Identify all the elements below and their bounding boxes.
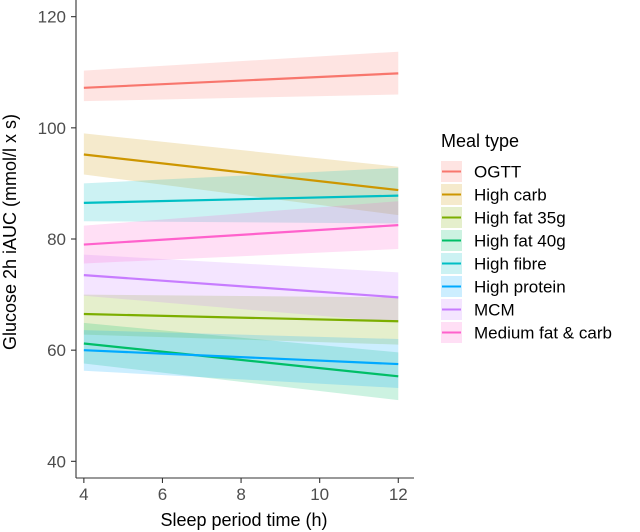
trend-line-high-fibre: [83, 194, 399, 204]
axes: 4 6 8 10 12 40 60 80 100 120: [38, 0, 414, 504]
y-tick-label: 80: [47, 230, 66, 249]
trend-line-ogtt: [83, 72, 399, 89]
legend-item-high-carb: High carb: [441, 184, 547, 205]
trend-line-high-protein: [83, 349, 399, 366]
x-tick-label: 4: [79, 485, 88, 504]
y-tick-label: 100: [38, 119, 66, 138]
ci-band-medium-fat-and-carb: [83, 201, 399, 264]
ci-band-high-fat-35g: [83, 294, 399, 345]
legend-item-mcm: MCM: [441, 299, 515, 320]
legend-item-high-fat-35g: High fat 35g: [441, 207, 566, 228]
x-tick-label: 10: [310, 485, 329, 504]
confidence-bands: [83, 51, 399, 401]
y-axis-title: Glucose 2h iAUC (mmol/l x s): [0, 114, 20, 350]
legend-label: OGTT: [474, 163, 521, 182]
legend-items: OGTT High carb High fat 35g High fat 40g Hig…: [441, 161, 612, 343]
trend-line-medium-fat-and-carb: [83, 224, 399, 246]
y-tick-label: 40: [47, 452, 66, 471]
trend-lines: [83, 72, 399, 378]
legend-label: MCM: [474, 301, 515, 320]
legend-label: High carb: [474, 186, 547, 205]
x-tick-label: 6: [158, 485, 167, 504]
ci-band-high-fat-40g: [83, 322, 399, 401]
trend-line-mcm: [83, 274, 399, 299]
legend-item-medium-fat-and-carb: Medium fat & carb: [441, 322, 612, 343]
legend-item-ogtt: OGTT: [441, 161, 521, 182]
trend-line-high-fat-40g: [83, 342, 399, 378]
legend: Meal type OGTT High carb High fat 35g High …: [441, 131, 612, 343]
trend-line-high-fat-35g: [83, 312, 399, 323]
legend-label: Medium fat & carb: [474, 324, 612, 343]
trend-line-high-carb: [83, 153, 399, 192]
y-tick-label: 120: [38, 8, 66, 27]
legend-label: High fat 35g: [474, 209, 566, 228]
legend-label: High fibre: [474, 255, 547, 274]
legend-item-high-fibre: High fibre: [441, 253, 547, 274]
ci-band-ogtt: [83, 51, 399, 102]
x-tick-label: 12: [389, 485, 408, 504]
legend-item-high-fat-40g: High fat 40g: [441, 230, 566, 251]
ci-band-mcm: [83, 254, 399, 323]
x-axis-title: Sleep period time (h): [160, 510, 327, 530]
x-tick-label: 8: [236, 485, 245, 504]
legend-label: High fat 40g: [474, 232, 566, 251]
legend-title: Meal type: [441, 131, 519, 151]
legend-item-high-protein: High protein: [441, 276, 566, 297]
y-tick-label: 60: [47, 341, 66, 360]
legend-label: High protein: [474, 278, 566, 297]
ci-band-high-carb: [83, 133, 399, 216]
